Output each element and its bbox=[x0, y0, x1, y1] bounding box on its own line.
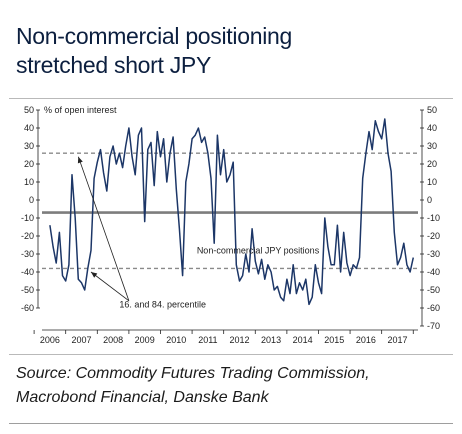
chart-title-line1: Non-commercial positioning bbox=[16, 23, 292, 49]
percentile-arrow-lower bbox=[90, 271, 130, 302]
x-tick-label-2006: 2006 bbox=[40, 335, 60, 345]
x-tick-label-2017: 2017 bbox=[387, 335, 407, 345]
right-tick-label-0: 0 bbox=[427, 195, 432, 205]
x-tick-label-2015: 2015 bbox=[324, 335, 344, 345]
right-tick-label--30: -30 bbox=[427, 249, 440, 259]
left-tick-label-40: 40 bbox=[24, 123, 34, 133]
right-tick-label--40: -40 bbox=[427, 267, 440, 277]
left-tick-label-30: 30 bbox=[24, 141, 34, 151]
footer-divider bbox=[9, 423, 453, 424]
left-tick-label-10: 10 bbox=[24, 177, 34, 187]
left-tick-label--30: -30 bbox=[21, 249, 34, 259]
x-tick-label-2010: 2010 bbox=[166, 335, 186, 345]
x-tick-label-2013: 2013 bbox=[261, 335, 281, 345]
right-tick-label--60: -60 bbox=[427, 303, 440, 313]
left-y-axis: 50 40 30 20 10 0 -10 -20 -30 -40 -50 -60 bbox=[21, 105, 40, 313]
percentile-arrow-upper bbox=[77, 156, 130, 301]
left-tick-label--50: -50 bbox=[21, 285, 34, 295]
right-y-axis: 50 40 30 20 10 0 -10 -20 -30 -40 -50 -60 -70 bbox=[420, 105, 440, 331]
right-tick-label--70: -70 bbox=[427, 321, 440, 331]
right-tick-label-10: 10 bbox=[427, 177, 437, 187]
percentile-label: 16. and 84. percentile bbox=[119, 299, 206, 309]
x-tick-label-2007: 2007 bbox=[71, 335, 91, 345]
percentile-arrowhead-upper bbox=[77, 156, 83, 164]
right-tick-label--10: -10 bbox=[427, 213, 440, 223]
left-tick-label-50: 50 bbox=[24, 105, 34, 115]
x-tick-label-2008: 2008 bbox=[103, 335, 123, 345]
left-tick-label--60: -60 bbox=[21, 303, 34, 313]
reference-lines bbox=[42, 152, 418, 270]
left-tick-label-0: 0 bbox=[29, 195, 34, 205]
right-tick-label-20: 20 bbox=[427, 159, 437, 169]
percentile-arrowhead-lower bbox=[90, 272, 98, 278]
bottom-divider bbox=[9, 354, 453, 355]
source-line1: Source: Commodity Futures Trading Commis… bbox=[16, 365, 370, 382]
source-note: Source: Commodity Futures Trading Commis… bbox=[16, 362, 452, 410]
jpy-positions-line bbox=[49, 118, 415, 306]
source-line2: Macrobond Financial, Danske Bank bbox=[16, 389, 269, 406]
right-tick-label-30: 30 bbox=[427, 141, 437, 151]
top-divider bbox=[9, 98, 453, 99]
x-tick-label-2014: 2014 bbox=[293, 335, 313, 345]
x-tick-label-2012: 2012 bbox=[229, 335, 249, 345]
annotations: % of open interest Non-commercial JPY po… bbox=[44, 105, 320, 309]
left-tick-label--10: -10 bbox=[21, 213, 34, 223]
right-tick-label-50: 50 bbox=[427, 105, 437, 115]
right-tick-label-40: 40 bbox=[427, 123, 437, 133]
left-tick-label--40: -40 bbox=[21, 267, 34, 277]
y-axis-label: % of open interest bbox=[44, 105, 117, 115]
left-tick-label--20: -20 bbox=[21, 231, 34, 241]
x-tick-label-2011: 2011 bbox=[198, 335, 217, 345]
chart-title-line2: stretched short JPY bbox=[16, 52, 211, 78]
x-tick-label-2016: 2016 bbox=[356, 335, 376, 345]
x-tick-label-2009: 2009 bbox=[135, 335, 155, 345]
right-tick-label--20: -20 bbox=[427, 231, 440, 241]
series-label: Non-commercial JPY positions bbox=[197, 245, 320, 255]
x-axis: 2006 2007 2008 2009 2010 2011 2012 2013 2014 2015… bbox=[33, 329, 418, 345]
chart-title: Non-commercial positioning stretched sho… bbox=[16, 22, 446, 80]
right-tick-label--50: -50 bbox=[427, 285, 440, 295]
left-tick-label-20: 20 bbox=[24, 159, 34, 169]
